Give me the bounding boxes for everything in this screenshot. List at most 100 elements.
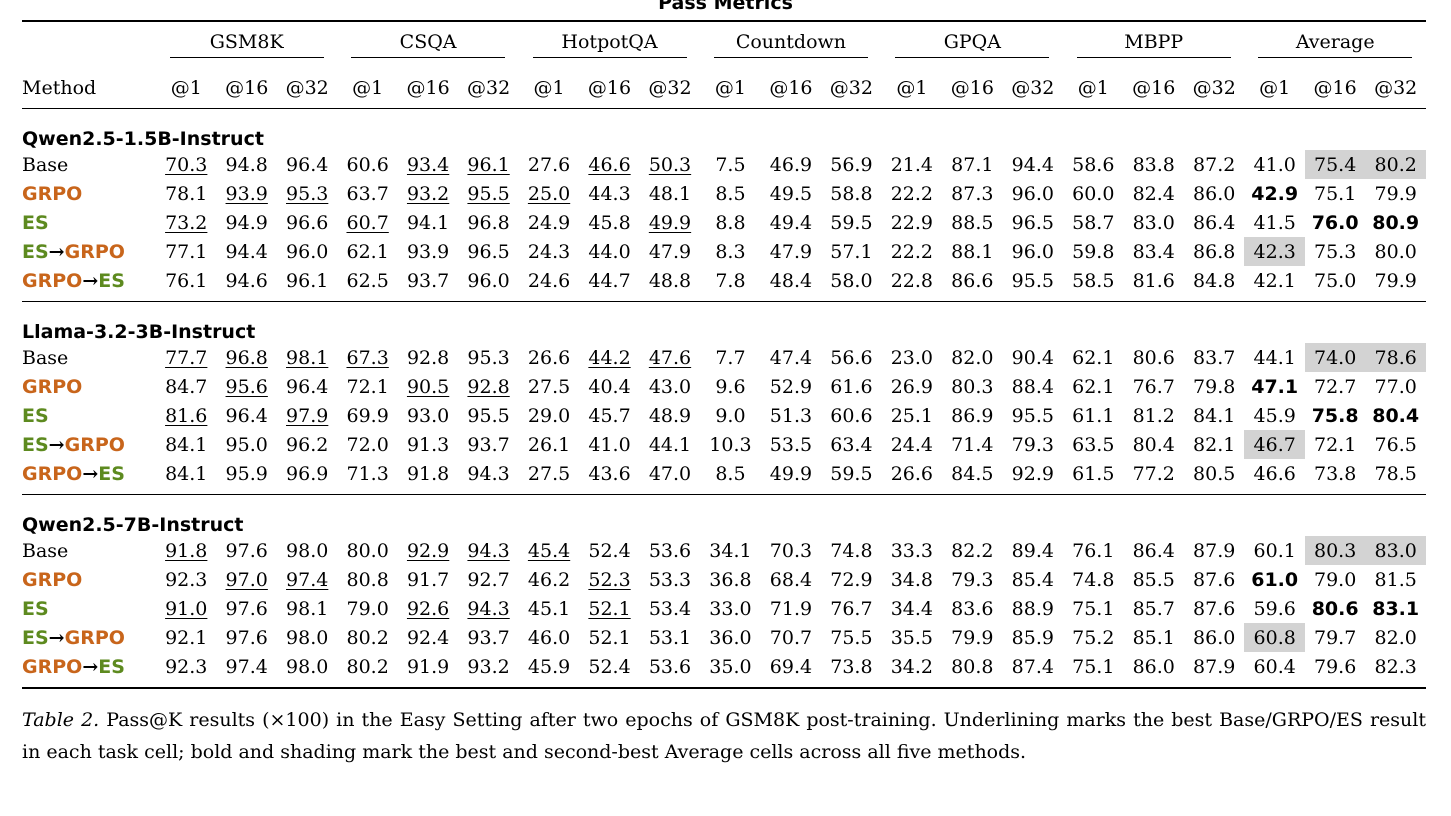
value-cell: 87.4 [1011, 655, 1054, 678]
empty-corner [22, 21, 156, 67]
value-cell: 75.1 [1313, 182, 1357, 205]
value-cell: 85.1 [1132, 626, 1175, 649]
value-cell: 89.4 [1011, 539, 1054, 562]
value-cell: 24.3 [527, 240, 571, 263]
method-name: GRPO [22, 375, 83, 398]
value-cell: 47.1 [1251, 375, 1299, 398]
value-cell: 88.5 [951, 211, 994, 234]
value-cell: 81.6 [1132, 269, 1175, 292]
k-header: @16 [950, 76, 994, 99]
value-cell: 75.5 [830, 626, 873, 649]
value-cell: 96.4 [286, 375, 329, 398]
method-name: ES [22, 404, 49, 427]
value-cell: 44.2 [588, 346, 631, 369]
value-cell: 47.9 [648, 240, 692, 263]
method-header: Method [22, 76, 97, 99]
table-row: ES→GRPO 77.1 94.4 96.0 62.1 93.9 96.5 24.3 44.0 4… [22, 237, 1426, 266]
value-cell: 46.9 [769, 153, 813, 176]
k-header-row: Method @1 @16 @32 @1 @16 @32 @1 @16 @32 @1 @16 @32 @… [22, 67, 1426, 109]
value-cell: 82.2 [951, 539, 994, 562]
table-row: Base 77.7 96.8 98.1 67.3 92.8 95.3 26.6 44.2 47.6… [22, 343, 1426, 372]
value-cell: 87.9 [1193, 655, 1236, 678]
value-cell: 83.0 [1132, 211, 1175, 234]
value-cell: 75.1 [1072, 597, 1115, 620]
value-cell: 52.4 [588, 655, 631, 678]
value-cell: 45.8 [588, 211, 631, 234]
value-cell: 97.6 [225, 539, 268, 562]
value-cell: 79.9 [1374, 182, 1417, 205]
table-row: GRPO→ES 92.3 97.4 98.0 80.2 91.9 93.2 45.9 52.4 5… [22, 652, 1426, 688]
value-cell: 96.0 [467, 269, 510, 292]
value-cell: 56.9 [830, 153, 873, 176]
value-cell: 41.0 [588, 433, 631, 456]
k-header: @32 [829, 76, 873, 99]
value-cell: 8.3 [715, 240, 746, 263]
value-cell: 90.4 [1011, 346, 1054, 369]
value-cell: 87.1 [951, 153, 994, 176]
value-cell: 87.6 [1193, 568, 1236, 591]
value-cell: 93.2 [467, 655, 510, 678]
value-cell: 9.6 [715, 375, 746, 398]
value-cell: 94.3 [467, 539, 510, 562]
value-cell: 77.1 [165, 240, 208, 263]
value-cell: 81.5 [1374, 568, 1417, 591]
value-cell: 45.9 [1253, 404, 1296, 427]
value-cell: 61.1 [1072, 404, 1115, 427]
value-cell: 41.5 [1253, 211, 1296, 234]
value-cell: 70.3 [769, 539, 813, 562]
value-cell: 26.1 [527, 433, 571, 456]
value-cell: 47.0 [648, 462, 692, 485]
value-cell: 75.8 [1311, 404, 1359, 427]
value-cell: 42.9 [1251, 182, 1299, 205]
value-cell: 50.3 [648, 153, 692, 176]
table-row: ES→GRPO 84.1 95.0 96.2 72.0 91.3 93.7 26.1 41.0 4… [22, 430, 1426, 459]
value-cell: 79.0 [1313, 568, 1357, 591]
value-cell: 29.0 [527, 404, 571, 427]
value-cell: 91.3 [406, 433, 450, 456]
value-cell: 94.9 [225, 211, 268, 234]
value-cell: 86.9 [951, 404, 994, 427]
value-cell: 59.5 [830, 211, 873, 234]
value-cell: 75.4 [1304, 150, 1366, 179]
value-cell: 98.1 [286, 597, 329, 620]
value-cell: 72.7 [1313, 375, 1357, 398]
value-cell: 92.8 [467, 375, 510, 398]
value-cell: 97.6 [225, 626, 268, 649]
value-cell: 86.8 [1193, 240, 1236, 263]
value-cell: 22.9 [890, 211, 934, 234]
value-cell: 24.9 [527, 211, 571, 234]
value-cell: 84.5 [951, 462, 994, 485]
value-cell: 84.1 [1193, 404, 1236, 427]
value-cell: 22.2 [890, 240, 934, 263]
value-cell: 96.8 [225, 346, 268, 369]
method-name: GRPO [22, 568, 83, 591]
method-name: GRPO→ES [22, 655, 125, 678]
method-name: Base [22, 153, 69, 176]
value-cell: 49.5 [769, 182, 813, 205]
value-cell: 60.8 [1244, 623, 1305, 652]
value-cell: 24.6 [527, 269, 571, 292]
value-cell: 92.3 [165, 655, 208, 678]
value-cell: 61.6 [830, 375, 873, 398]
value-cell: 91.7 [406, 568, 450, 591]
value-cell: 60.7 [346, 211, 389, 234]
value-cell: 80.2 [346, 655, 389, 678]
value-cell: 26.6 [890, 462, 934, 485]
value-cell: 96.2 [286, 433, 329, 456]
value-cell: 75.0 [1313, 269, 1357, 292]
value-cell: 63.7 [346, 182, 389, 205]
value-cell: 86.0 [1193, 626, 1236, 649]
value-cell: 69.9 [346, 404, 389, 427]
value-cell: 46.2 [527, 568, 571, 591]
table-row: Base 91.8 97.6 98.0 80.0 92.9 94.3 45.4 52.4 53.6… [22, 536, 1426, 565]
k-header: @32 [648, 76, 692, 99]
k-header: @1 [533, 76, 565, 99]
k-header: @32 [285, 76, 329, 99]
table-row: ES→GRPO 92.1 97.6 98.0 80.2 92.4 93.7 46.0 52.1 5… [22, 623, 1426, 652]
value-cell: 46.6 [588, 153, 631, 176]
value-cell: 49.4 [769, 211, 813, 234]
value-cell: 79.9 [951, 626, 994, 649]
value-cell: 84.8 [1193, 269, 1236, 292]
task-header: GPQA [882, 21, 1063, 67]
